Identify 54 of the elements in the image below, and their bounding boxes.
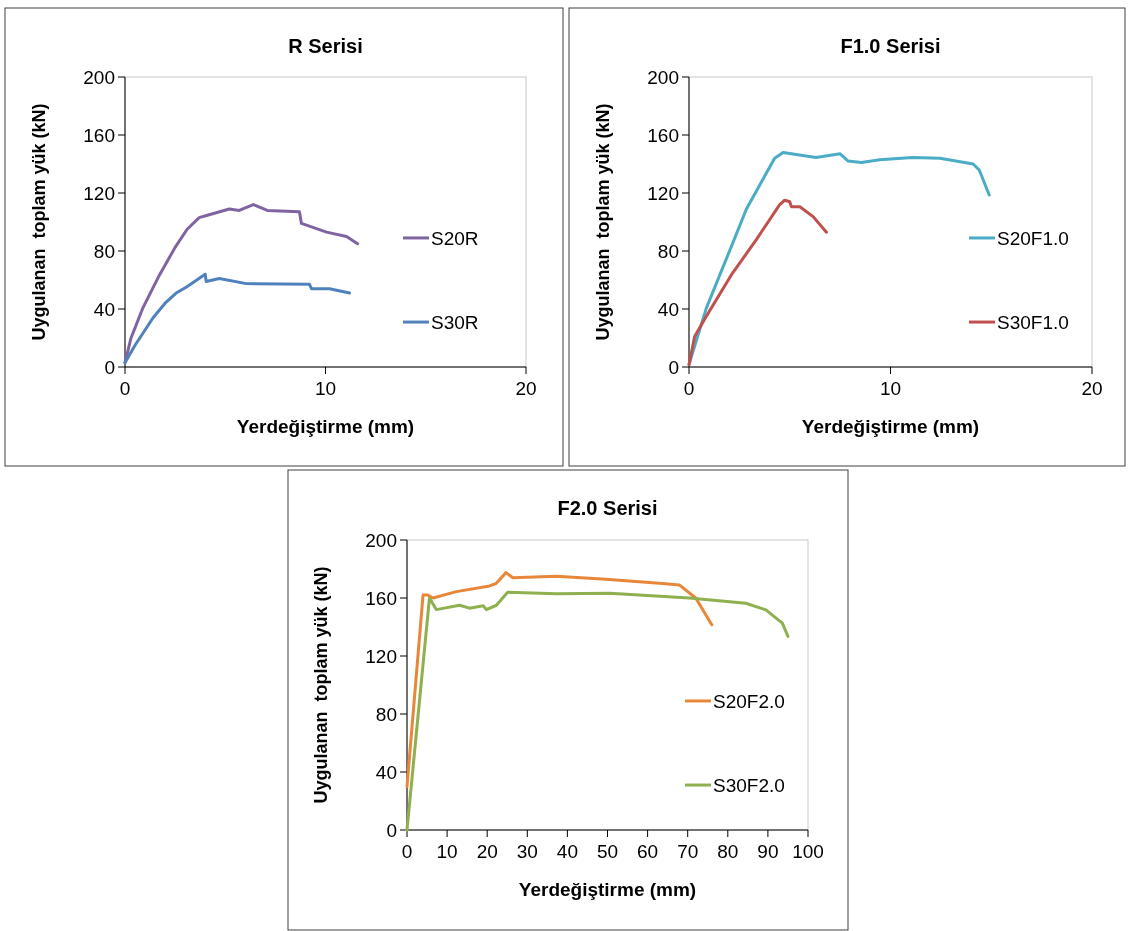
x-tick-label: 100 bbox=[792, 841, 824, 862]
line-series bbox=[405, 571, 714, 788]
y-tick-label: 200 bbox=[83, 66, 115, 88]
chart-title: F2.0 Serisi bbox=[557, 497, 658, 519]
y-tick-label: 160 bbox=[83, 124, 115, 146]
x-tick-label: 0 bbox=[119, 378, 131, 399]
y-tick-label: 0 bbox=[386, 819, 397, 841]
legend-label: S30F1.0 bbox=[997, 311, 1069, 333]
y-tick-label: 120 bbox=[83, 182, 115, 204]
y-axis-title: Uygulanan toplam yük (kN) bbox=[593, 103, 613, 341]
x-tick-label: 10 bbox=[314, 378, 337, 399]
y-tick-label: 40 bbox=[375, 761, 397, 783]
y-tick-label: 0 bbox=[668, 356, 679, 378]
y-axis-title: Uygulanan toplam yük (kN) bbox=[311, 566, 331, 804]
x-axis-title: Yerdeğiştirme (mm) bbox=[801, 416, 980, 437]
line-series bbox=[123, 272, 352, 365]
y-tick-label: 160 bbox=[365, 587, 397, 609]
y-tick-label: 80 bbox=[375, 703, 397, 725]
line-series bbox=[405, 590, 790, 832]
y-tick-label: 0 bbox=[104, 356, 115, 378]
y-tick-label: 200 bbox=[365, 529, 397, 551]
legend-label: S20R bbox=[431, 227, 479, 249]
y-tick-label: 80 bbox=[657, 240, 679, 262]
x-tick-label: 0 bbox=[401, 841, 413, 862]
legend-label: S20F2.0 bbox=[713, 690, 785, 712]
x-tick-label: 20 bbox=[515, 378, 537, 399]
y-tick-label: 160 bbox=[647, 124, 679, 146]
x-tick-label: 10 bbox=[879, 378, 902, 399]
x-axis-title: Yerdeğiştirme (mm) bbox=[518, 879, 697, 900]
legend-label: S30F2.0 bbox=[713, 774, 785, 796]
y-tick-label: 40 bbox=[93, 298, 115, 320]
x-tick-label: 70 bbox=[677, 841, 699, 862]
x-tick-label: 60 bbox=[637, 841, 659, 862]
legend-label: S20F1.0 bbox=[997, 227, 1069, 249]
legend-label: S30R bbox=[431, 311, 479, 333]
line-series bbox=[687, 198, 828, 367]
chart-title: R Serisi bbox=[288, 35, 363, 57]
y-tick-label: 80 bbox=[93, 240, 115, 262]
y-tick-label: 120 bbox=[365, 645, 397, 667]
y-axis-title: Uygulanan toplam yük (kN) bbox=[29, 103, 49, 341]
x-tick-label: 40 bbox=[556, 841, 578, 862]
x-tick-label: 30 bbox=[516, 841, 538, 862]
x-tick-label: 20 bbox=[1081, 378, 1103, 399]
x-tick-label: 20 bbox=[476, 841, 498, 862]
x-tick-label: 80 bbox=[717, 841, 739, 862]
x-tick-label: 0 bbox=[683, 378, 695, 399]
x-tick-label: 50 bbox=[596, 841, 619, 862]
x-tick-label: 90 bbox=[757, 841, 779, 862]
chart-title: F1.0 Serisi bbox=[840, 35, 941, 57]
y-tick-label: 200 bbox=[647, 66, 679, 88]
y-tick-label: 40 bbox=[657, 298, 679, 320]
y-tick-label: 120 bbox=[647, 182, 679, 204]
x-axis-title: Yerdeğiştirme (mm) bbox=[236, 416, 415, 437]
x-tick-label: 10 bbox=[436, 841, 458, 862]
